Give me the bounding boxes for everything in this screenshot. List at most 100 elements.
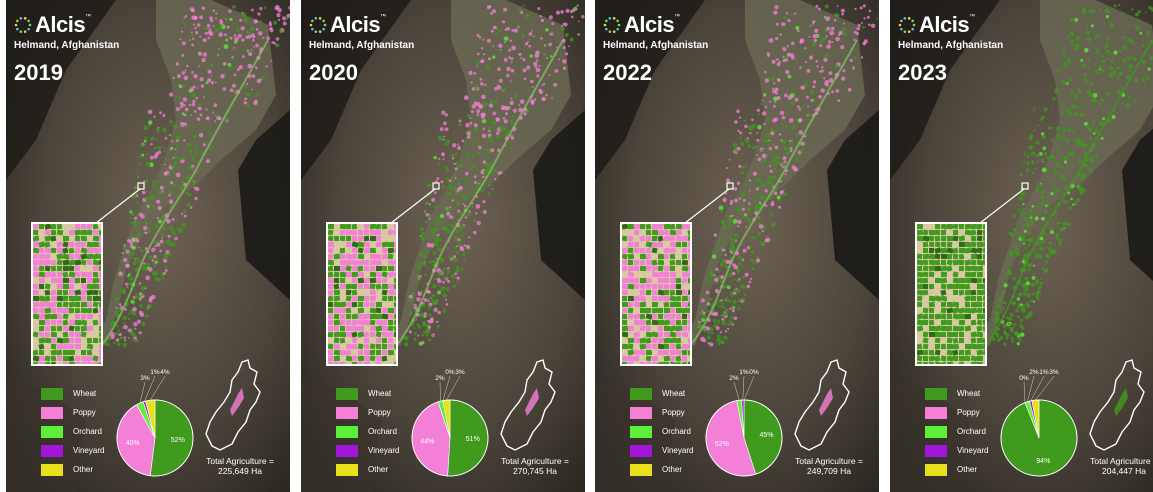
legend-swatch-orchard [41, 425, 63, 438]
legend-label: Vineyard [957, 446, 989, 455]
legend-label: Wheat [73, 389, 97, 398]
legend-label: Orchard [73, 427, 102, 436]
legend-label: Poppy [662, 408, 685, 417]
alcis-logo-icon [14, 17, 32, 33]
legend-item-wheat: Wheat [336, 384, 399, 403]
crop-pie-chart: 0%2% 1% 3% 94% [1000, 369, 1078, 477]
map-panel-2022: Alcis ™ Helmand, Afghanistan 2022 Wheat Poppy… [595, 0, 879, 492]
pie-label-other: 3% [455, 369, 465, 376]
legend-label: Other [662, 465, 683, 474]
pie-label-vineyard: 0% [445, 369, 455, 376]
alcis-logo: Alcis ™ [14, 12, 91, 38]
legend-item-other: Other [925, 460, 988, 479]
legend-label: Orchard [368, 427, 397, 436]
inset-fields [621, 223, 695, 368]
map-panel-2020: Alcis ™ Helmand, Afghanistan 2020 Wheat Poppy… [301, 0, 585, 492]
legend-swatch-other [41, 463, 63, 476]
legend-swatch-other [336, 463, 358, 476]
legend-label: Wheat [957, 389, 981, 398]
legend-item-vineyard: Vineyard [925, 441, 988, 460]
alcis-logo: Alcis ™ [309, 12, 386, 38]
legend-swatch-vineyard [41, 444, 63, 457]
legend: Wheat Poppy Orchard Vineyard Other [925, 384, 988, 479]
province-outline-map [794, 359, 850, 451]
map-panel-2019: Alcis ™ Helmand, Afghanistan 2019 Wheat Poppy… [6, 0, 290, 492]
pie-label-other: 4% [160, 369, 170, 376]
total-label: Total Agriculture = [1090, 456, 1153, 466]
logo-trademark: ™ [85, 14, 92, 20]
legend-label: Poppy [368, 408, 391, 417]
inset-fields [32, 223, 106, 368]
legend-swatch-wheat [630, 387, 652, 400]
total-value: 270,745 Ha [513, 466, 557, 476]
legend: Wheat Poppy Orchard Vineyard Other [630, 384, 693, 479]
total-agriculture: Total Agriculture = 225,649 Ha [194, 456, 286, 476]
pie-label-orchard: 2% [729, 375, 739, 382]
legend-swatch-wheat [336, 387, 358, 400]
legend-swatch-wheat [925, 387, 947, 400]
alcis-logo-icon [898, 17, 916, 33]
alcis-logo: Alcis ™ [898, 12, 975, 38]
legend-label: Other [73, 465, 94, 474]
logo-trademark: ™ [380, 14, 387, 20]
legend-item-orchard: Orchard [630, 422, 693, 441]
legend-swatch-other [925, 463, 947, 476]
legend-item-poppy: Poppy [41, 403, 104, 422]
total-agriculture: Total Agriculture = 204,447 Ha [1078, 456, 1153, 476]
zoom-inset [31, 222, 106, 368]
total-value: 225,649 Ha [218, 466, 262, 476]
map-panel-2023: Alcis ™ Helmand, Afghanistan 2023 Wheat Poppy… [890, 0, 1153, 492]
year-label: 2023 [898, 60, 947, 85]
legend-item-other: Other [630, 460, 693, 479]
total-value: 249,709 Ha [807, 466, 851, 476]
legend-item-poppy: Poppy [630, 403, 693, 422]
legend-swatch-vineyard [925, 444, 947, 457]
total-label: Total Agriculture = [795, 456, 863, 466]
legend-item-poppy: Poppy [925, 403, 988, 422]
province-outline-map [500, 359, 556, 451]
pie-label-orchard: 3% [140, 375, 150, 382]
legend-item-orchard: Orchard [925, 422, 988, 441]
year-label: 2022 [603, 60, 652, 85]
legend-item-wheat: Wheat [925, 384, 988, 403]
legend-label: Vineyard [662, 446, 694, 455]
legend-label: Wheat [368, 389, 392, 398]
legend-item-vineyard: Vineyard [630, 441, 693, 460]
crop-pie-chart: 2%1% 0% 45% 52% [705, 369, 783, 477]
pie-label-other: 0% [749, 369, 759, 376]
pie-label-orchard: 2% [1029, 369, 1039, 376]
alcis-logo-icon [309, 17, 327, 33]
legend: Wheat Poppy Orchard Vineyard Other [41, 384, 104, 479]
legend-label: Vineyard [368, 446, 400, 455]
legend-label: Poppy [957, 408, 980, 417]
legend-swatch-poppy [630, 406, 652, 419]
legend-swatch-poppy [336, 406, 358, 419]
legend-label: Other [368, 465, 389, 474]
pie-label-poppy: 0% [1019, 375, 1029, 382]
pie-label-wheat: 45% [759, 432, 773, 439]
legend-item-vineyard: Vineyard [336, 441, 399, 460]
legend-swatch-vineyard [630, 444, 652, 457]
pie-label-orchard: 2% [435, 375, 445, 382]
logo-text: Alcis [624, 12, 675, 37]
logo-text: Alcis [919, 12, 970, 37]
location-label: Helmand, Afghanistan [309, 40, 415, 51]
location-label: Helmand, Afghanistan [14, 40, 120, 51]
zoom-inset [620, 222, 695, 368]
alcis-logo: Alcis ™ [603, 12, 680, 38]
legend-swatch-vineyard [336, 444, 358, 457]
zoom-inset [915, 222, 990, 368]
legend-swatch-other [630, 463, 652, 476]
zoom-inset [326, 222, 401, 368]
pie-label-wheat: 94% [1036, 458, 1050, 465]
pie-label-vineyard: 1% [1039, 369, 1049, 376]
total-agriculture: Total Agriculture = 270,745 Ha [489, 456, 581, 476]
province-outline-map [1089, 359, 1145, 451]
total-value: 204,447 Ha [1102, 466, 1146, 476]
legend-item-orchard: Orchard [41, 422, 104, 441]
legend-label: Other [957, 465, 978, 474]
legend-swatch-orchard [925, 425, 947, 438]
legend-label: Orchard [957, 427, 986, 436]
legend-item-other: Other [41, 460, 104, 479]
legend-label: Poppy [73, 408, 96, 417]
